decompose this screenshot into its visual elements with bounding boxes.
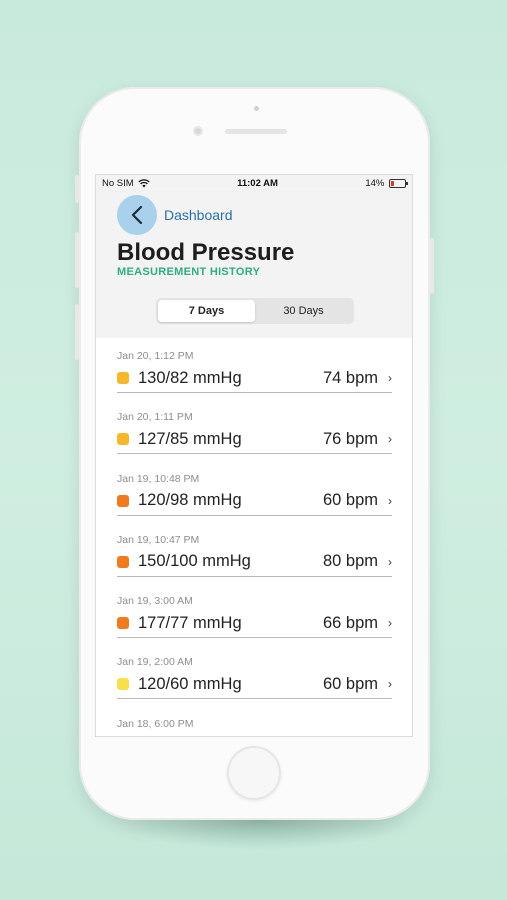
chevron-right-icon: ›: [388, 554, 392, 569]
page-title: Blood Pressure: [117, 239, 295, 266]
list-item[interactable]: Jan 19, 10:47 PM 150/100 mmHg 80 bpm ›: [96, 528, 412, 589]
status-right: 14%: [365, 178, 408, 189]
list-item[interactable]: Jan 19, 10:48 PM 120/98 mmHg 60 bpm ›: [96, 467, 412, 528]
bp-reading: 177/77 mmHg: [138, 613, 242, 632]
front-camera: [193, 126, 203, 136]
home-button[interactable]: [227, 746, 281, 800]
power-button: [430, 238, 434, 294]
back-link-label[interactable]: Dashboard: [164, 207, 233, 223]
tab-30-days[interactable]: 30 Days: [283, 305, 324, 317]
volume-up-button: [75, 232, 79, 288]
chevron-right-icon: ›: [388, 432, 392, 447]
measurement-date: Jan 18, 6:00 PM: [117, 717, 194, 730]
battery-charging-icon: [389, 178, 408, 188]
list-item[interactable]: Jan 20, 1:12 PM 130/82 mmHg 74 bpm ›: [96, 344, 412, 405]
pulse-reading: 76 bpm: [322, 429, 378, 448]
status-color-dot: [117, 678, 129, 691]
app-screen: No SIM 11:02 AM 14% Dashboard Blood Pres…: [95, 174, 413, 737]
measurement-list: Jan 20, 1:12 PM 130/82 mmHg 74 bpm › Jan…: [96, 338, 412, 736]
chevron-left-icon: [131, 205, 143, 225]
list-item[interactable]: Jan 20, 1:11 PM 127/85 mmHg 76 bpm ›: [96, 405, 412, 466]
measurement-date: Jan 19, 3:00 AM: [117, 595, 193, 608]
status-color-dot: [117, 555, 129, 568]
proximity-sensor: [254, 106, 259, 111]
battery-percent: 14%: [365, 178, 385, 189]
measurement-row: 120/60 mmHg 60 bpm ›: [117, 670, 392, 700]
status-color-dot: [117, 372, 129, 384]
pulse-reading: 66 bpm: [322, 613, 378, 632]
bp-reading: 130/82 mmHg: [138, 368, 242, 387]
measurement-row: 177/77 mmHg 66 bpm ›: [117, 609, 392, 639]
chevron-right-icon: ›: [388, 493, 392, 508]
range-segmented-control: 7 Days 30 Days: [156, 298, 354, 324]
measurement-date: Jan 20, 1:12 PM: [117, 350, 194, 362]
status-left: No SIM: [102, 178, 150, 189]
list-item[interactable]: Jan 19, 2:00 AM 120/60 mmHg 60 bpm ›: [96, 650, 412, 711]
range-selector-bar: 7 Days 30 Days: [96, 288, 412, 338]
measurement-row: 150/100 mmHg 80 bpm ›: [117, 548, 392, 577]
measurement-date: Jan 19, 2:00 AM: [117, 656, 193, 669]
bp-reading: 150/100 mmHg: [138, 552, 251, 571]
bp-reading: 127/85 mmHg: [138, 429, 242, 448]
bp-reading: 120/60 mmHg: [138, 674, 242, 693]
measurement-date: Jan 19, 10:47 PM: [117, 533, 200, 546]
status-color-dot: [117, 617, 129, 630]
measurement-date: Jan 20, 1:11 PM: [117, 411, 193, 424]
wifi-icon: [138, 179, 150, 188]
pulse-reading: 74 bpm: [322, 368, 378, 387]
page-subtitle: MEASUREMENT HISTORY: [117, 266, 261, 278]
measurement-row: 130/82 mmHg 74 bpm ›: [117, 364, 392, 393]
bp-reading: 120/98 mmHg: [138, 491, 242, 510]
carrier-label: No SIM: [102, 178, 134, 189]
chevron-right-icon: ›: [388, 371, 392, 385]
list-item[interactable]: Jan 19, 3:00 AM 177/77 mmHg 66 bpm ›: [96, 589, 412, 650]
volume-down-button: [75, 304, 79, 360]
status-time: 11:02 AM: [237, 178, 278, 189]
measurement-row: 120/98 mmHg 60 bpm ›: [117, 487, 392, 516]
page-header: Dashboard Blood Pressure MEASUREMENT HIS…: [96, 192, 412, 288]
chevron-right-icon: ›: [388, 616, 392, 631]
status-color-dot: [117, 494, 129, 507]
tab-7-days[interactable]: 7 Days: [158, 300, 255, 322]
measurement-row: 127/85 mmHg 76 bpm ›: [117, 425, 392, 455]
pulse-reading: 80 bpm: [322, 552, 378, 571]
mute-switch: [75, 175, 79, 203]
status-color-dot: [117, 433, 129, 446]
status-bar: No SIM 11:02 AM 14%: [96, 175, 412, 192]
earpiece-speaker: [225, 129, 287, 134]
pulse-reading: 60 bpm: [322, 674, 378, 693]
measurement-date: Jan 19, 10:48 PM: [117, 472, 200, 485]
chevron-right-icon: ›: [388, 677, 392, 692]
back-button[interactable]: [117, 195, 157, 235]
pulse-reading: 60 bpm: [322, 491, 378, 510]
